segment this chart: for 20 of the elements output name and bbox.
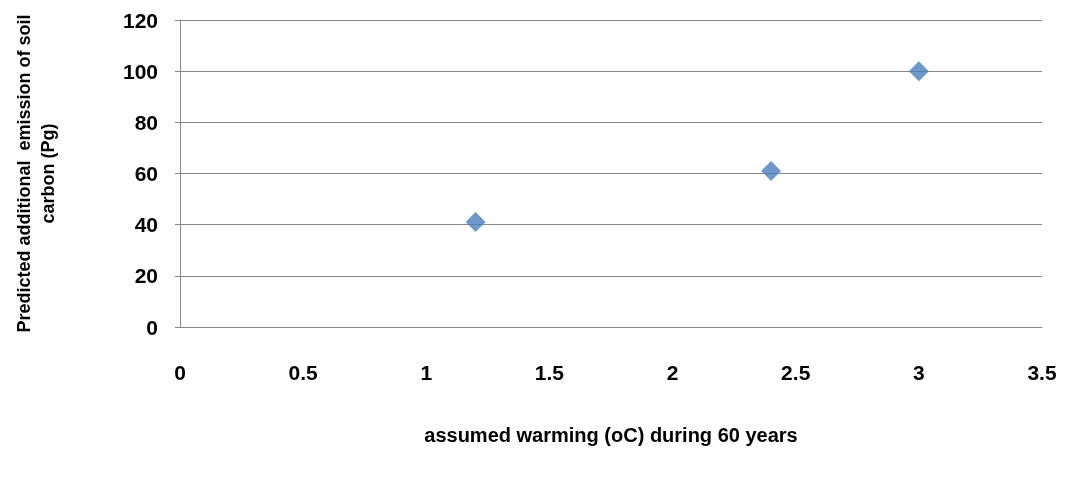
point: [908, 61, 929, 82]
point: [761, 160, 782, 181]
x-axis-title: assumed warming (oC) during 60 years: [424, 424, 798, 446]
point: [465, 212, 486, 233]
x-tick-label: 0.5: [288, 361, 319, 384]
y-tick-label: 0: [146, 315, 158, 339]
x-tick-label: 1.5: [534, 361, 565, 384]
y-tick-label: 120: [122, 8, 158, 32]
x-tick-label: 0: [174, 361, 186, 384]
y-axis-title: Predicted additional emission of soil carbon (Pg): [14, 14, 58, 333]
y-tick-label: 40: [134, 213, 158, 237]
x-tick-label: 2: [666, 361, 679, 384]
y-tick-label: 80: [134, 110, 158, 134]
x-tick-label: 1: [420, 361, 433, 384]
x-tick-label: 3.5: [1027, 361, 1057, 384]
x-tick-label: 2.5: [781, 361, 811, 384]
x-tick-label: 3: [913, 361, 925, 384]
y-tick-label: 60: [134, 162, 158, 185]
y-tick-label: 100: [122, 59, 158, 83]
y-tick-label: 20: [134, 264, 158, 288]
